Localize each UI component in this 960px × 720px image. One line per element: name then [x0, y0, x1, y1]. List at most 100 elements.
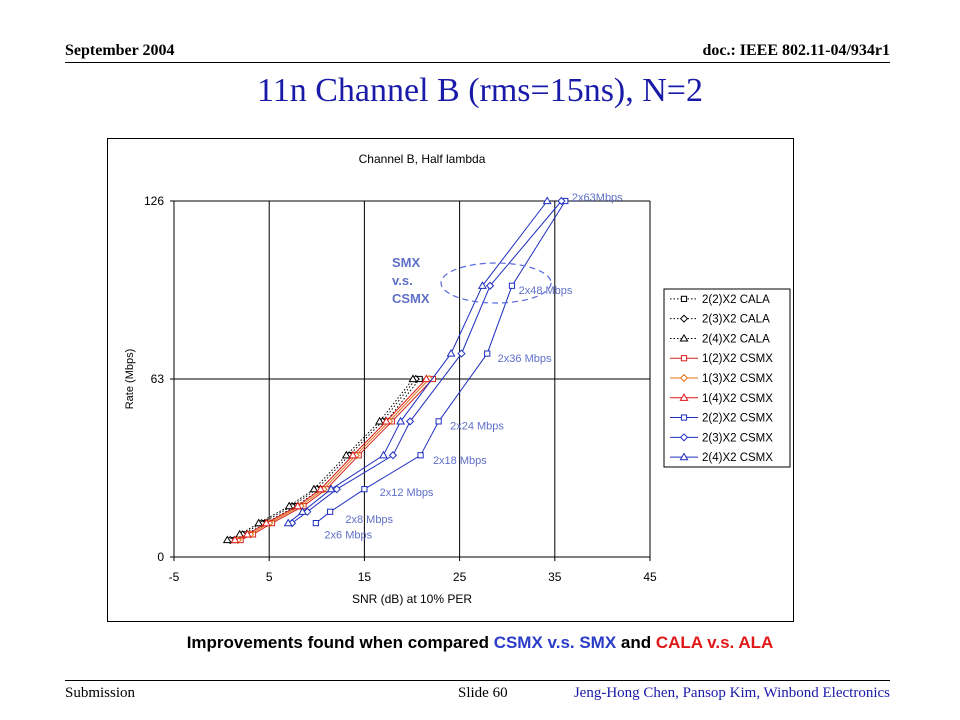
series-6-point-6 — [508, 282, 516, 289]
legend-marker-8 — [679, 452, 689, 461]
legend-marker-5 — [679, 393, 689, 401]
series-line-6 — [315, 200, 566, 524]
series-7-point-4 — [405, 417, 415, 426]
legend-label-3: 1(2)X2 CSMX — [702, 353, 773, 365]
series-6-point-1 — [327, 508, 334, 515]
series-5-point-5 — [348, 450, 358, 459]
series-5-point-4 — [316, 484, 326, 493]
series-line-8 — [287, 200, 548, 524]
ellipse-label-1: v.s. — [392, 273, 413, 288]
series-8-point-2 — [326, 484, 336, 493]
footer-submission: Submission — [65, 685, 136, 701]
line-chart: Channel B, Half lambda -5 5 15 25 35 45 0 63 126 S… — [124, 152, 791, 606]
series-7-point-2 — [332, 485, 341, 494]
x-tick-label-0: -5 — [169, 570, 180, 584]
caption-part-3: and — [616, 633, 656, 652]
legend-marker-0 — [680, 295, 688, 302]
series-5-point-6 — [381, 416, 391, 425]
legend-label-2: 2(4)X2 CALA — [702, 333, 770, 345]
series-2-point-5 — [341, 450, 351, 459]
annotation-2: 2x12 Mbps — [380, 487, 434, 499]
series-5-point-2 — [261, 518, 271, 527]
legend-marker-4 — [679, 373, 689, 383]
series-8-point-7 — [542, 196, 552, 205]
legend-label-4: 1(3)X2 CSMX — [702, 373, 773, 385]
series-2-point-4 — [309, 484, 319, 493]
legend-label-5: 1(4)X2 CSMX — [702, 393, 773, 405]
series-2-point-0 — [222, 535, 232, 544]
series-7-point-6 — [485, 281, 495, 290]
series-6-point-4 — [435, 418, 442, 425]
series-8-point-0 — [283, 518, 293, 527]
header-date: September 2004 — [65, 42, 175, 59]
annotation-1: 2x8 Mbps — [345, 514, 393, 526]
legend-marker-3 — [680, 355, 688, 362]
header-rule — [65, 62, 890, 63]
series-5-point-3 — [293, 501, 303, 510]
series-8-point-3 — [378, 450, 388, 459]
series-6-point-5 — [484, 350, 491, 357]
caption-part-4: CALA v.s. ALA — [655, 633, 774, 652]
series-2-point-3 — [284, 501, 294, 510]
series-5 — [230, 374, 431, 544]
footer-rule — [65, 680, 890, 681]
legend-label-1: 2(3)X2 CALA — [702, 314, 770, 326]
legend-label-8: 2(4)X2 CSMX — [702, 452, 773, 464]
caption-part-2: CSMX v.s. SMX — [493, 633, 617, 652]
legend-label-0: 2(2)X2 CALA — [702, 294, 770, 306]
legend-marker-6 — [680, 414, 688, 421]
series-8-point-6 — [477, 281, 487, 289]
chart-title: Channel B, Half lambda — [359, 152, 486, 166]
slide-title: 11n Channel B (rms=15ns), N=2 — [256, 72, 703, 109]
annotation-5: 2x36 Mbps — [498, 353, 552, 365]
series-8-point-1 — [298, 507, 307, 515]
y-tick-label-0: 0 — [157, 550, 164, 564]
series-7-point-5 — [457, 349, 466, 358]
legend-marker-1 — [679, 314, 689, 323]
x-axis-label: SNR (dB) at 10% PER — [352, 592, 472, 606]
annotation-3: 2x18 Mbps — [433, 455, 487, 467]
annotation-7: 2x63Mbps — [572, 192, 623, 204]
legend-marker-2 — [679, 333, 689, 342]
chart-frame: Channel B, Half lambda -5 5 15 25 35 45 0 63 126 S… — [107, 138, 794, 622]
series-7-point-7 — [557, 196, 566, 206]
series-2-point-6 — [375, 416, 385, 425]
series-0 — [229, 375, 423, 544]
series-5-point-7 — [421, 374, 431, 383]
series-6-point-2 — [361, 486, 368, 493]
footer-authors: Jeng-Hong Chen, Pansop Kim, Winbond Elec… — [573, 685, 890, 701]
legend: 2(2)X2 CALA 2(3)X2 CALA 2(4)X2 CALA 1(2)X2 … — [663, 288, 791, 468]
annotation-4: 2x24 Mbps — [450, 421, 504, 433]
series-6-point-0 — [312, 519, 319, 527]
series-7-point-3 — [388, 451, 398, 460]
series-line-7 — [291, 200, 562, 524]
y-tick-label-1: 63 — [151, 372, 165, 386]
series-line-3 — [240, 378, 434, 541]
series-7 — [287, 196, 566, 528]
x-tick-label-3: 25 — [453, 570, 467, 584]
caption: Improvements found when compared CSMX v.… — [0, 633, 960, 653]
legend-label-7: 2(3)X2 CSMX — [702, 432, 773, 444]
highlight-ellipse — [440, 262, 552, 304]
series-2-point-2 — [254, 518, 264, 527]
series-8-point-5 — [446, 348, 456, 357]
legend-label-6: 2(2)X2 CSMX — [702, 413, 773, 425]
ellipse-label-0: SMX — [392, 255, 421, 270]
y-axis-label: Rate (Mbps) — [124, 349, 136, 410]
annotation-6: 2x48 Mbps — [519, 285, 573, 297]
series-5-point-1 — [242, 529, 252, 538]
series-2 — [222, 374, 418, 544]
series-8 — [283, 196, 552, 527]
series-8-point-4 — [396, 416, 406, 425]
y-tick-label-2: 126 — [144, 194, 164, 208]
annotation-0: 2x6 Mbps — [324, 529, 372, 541]
x-tick-label-1: 5 — [266, 570, 273, 584]
ellipse-label-2: CSMX — [392, 291, 430, 306]
series-5-point-0 — [230, 535, 240, 544]
header-doc-id: doc.: IEEE 802.11-04/934r1 — [702, 42, 890, 59]
x-tick-label-2: 15 — [358, 570, 372, 584]
legend-marker-7 — [679, 433, 689, 442]
caption-part-1: Improvements found when compared — [186, 633, 494, 652]
series-2-point-7 — [408, 374, 418, 383]
series-line-4 — [237, 378, 430, 541]
